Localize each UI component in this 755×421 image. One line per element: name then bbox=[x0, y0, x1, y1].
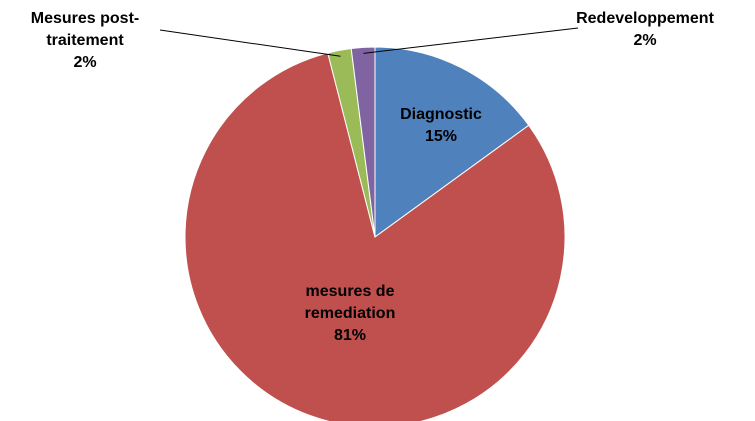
pie-slice bbox=[350, 46, 376, 238]
leader-line bbox=[159, 29, 341, 57]
value-label: 2% bbox=[633, 32, 657, 49]
category-label: mesures de remediation bbox=[304, 283, 396, 322]
pie-slice bbox=[374, 46, 530, 238]
category-label: Diagnostic bbox=[400, 106, 482, 123]
category-label: Redeveloppement bbox=[576, 10, 714, 27]
slice-label: mesures de remediation 81% bbox=[280, 281, 420, 347]
value-label: 15% bbox=[424, 128, 458, 145]
slice-label: Mesures post-traitement 2% bbox=[15, 8, 155, 74]
slice-label: Redeveloppement 2% bbox=[570, 8, 720, 52]
value-label: 2% bbox=[73, 54, 97, 71]
slice-label: Diagnostic 15% bbox=[381, 104, 501, 148]
leader-line bbox=[363, 27, 579, 54]
value-label: 81% bbox=[333, 327, 367, 344]
category-label: Mesures post-traitement bbox=[30, 10, 140, 49]
